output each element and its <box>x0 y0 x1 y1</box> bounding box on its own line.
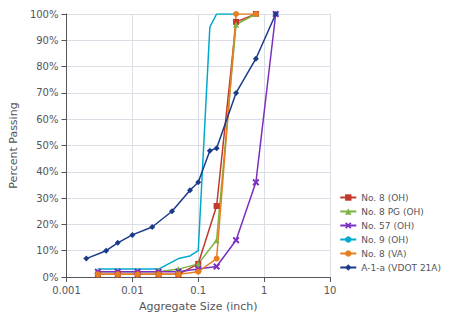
svg-text:Percent Passing: Percent Passing <box>7 102 20 188</box>
svg-text:0.1: 0.1 <box>190 285 206 296</box>
svg-text:50%: 50% <box>36 140 58 151</box>
svg-text:60%: 60% <box>36 114 58 125</box>
svg-text:No. 8 PG (OH): No. 8 PG (OH) <box>361 207 424 217</box>
svg-text:80%: 80% <box>36 61 58 72</box>
svg-text:0.001: 0.001 <box>52 285 81 296</box>
svg-text:0%: 0% <box>43 272 59 283</box>
svg-text:90%: 90% <box>36 35 58 46</box>
svg-text:40%: 40% <box>36 166 58 177</box>
svg-text:No. 57 (OH): No. 57 (OH) <box>361 221 414 231</box>
svg-text:0.01: 0.01 <box>121 285 143 296</box>
svg-text:No. 8 (OH): No. 8 (OH) <box>361 193 408 203</box>
svg-text:100%: 100% <box>30 9 59 20</box>
svg-text:70%: 70% <box>36 87 58 98</box>
svg-text:30%: 30% <box>36 193 58 204</box>
svg-text:20%: 20% <box>36 219 58 230</box>
svg-text:Aggregate Size (inch): Aggregate Size (inch) <box>139 300 258 313</box>
svg-text:10%: 10% <box>36 245 58 256</box>
svg-text:1: 1 <box>261 285 267 296</box>
svg-text:No. 9 (OH): No. 9 (OH) <box>361 235 408 245</box>
svg-text:A-1-a (VDOT 21A): A-1-a (VDOT 21A) <box>361 263 441 273</box>
svg-text:10: 10 <box>324 285 337 296</box>
svg-text:No. 8 (VA): No. 8 (VA) <box>361 249 406 259</box>
